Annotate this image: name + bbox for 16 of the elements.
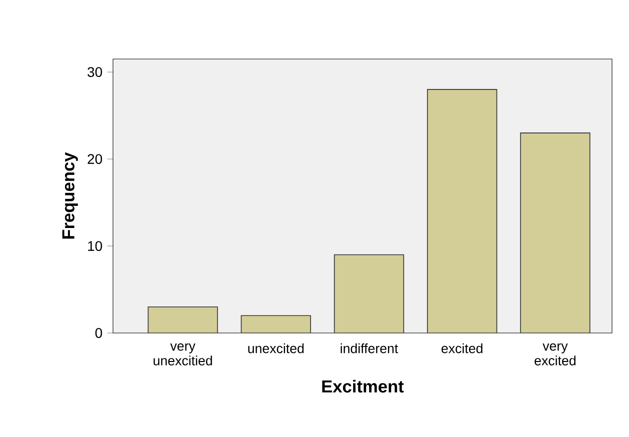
bar	[427, 89, 497, 333]
bar	[334, 254, 404, 333]
x-tick-label: very unexcitied	[154, 343, 212, 366]
x-axis-title: Excitment	[322, 380, 404, 393]
x-tick-label: very excited	[534, 343, 576, 366]
y-axis-title: Frequency	[62, 152, 78, 239]
bar	[148, 306, 218, 333]
y-tick-label: 10	[88, 241, 102, 251]
x-tick-label: excited	[442, 343, 482, 354]
y-tick-label: 20	[88, 154, 102, 164]
x-tick-label: indifferent	[340, 343, 398, 354]
y-tick-label: 0	[95, 328, 102, 338]
bar	[520, 132, 590, 333]
y-tick-label: 30	[88, 67, 102, 78]
bar	[241, 316, 311, 333]
x-tick-label: unexcited	[248, 343, 304, 354]
